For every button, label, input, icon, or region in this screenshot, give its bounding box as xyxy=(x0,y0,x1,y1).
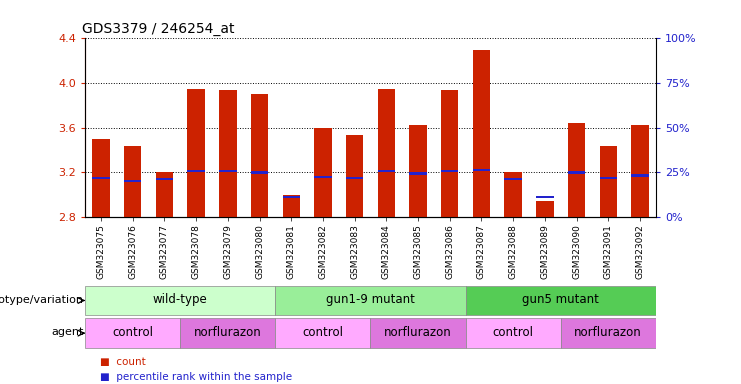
Text: control: control xyxy=(493,326,534,339)
Bar xyxy=(276,286,465,315)
Text: ■  count: ■ count xyxy=(100,356,146,367)
Bar xyxy=(370,318,465,348)
Text: norflurazon: norflurazon xyxy=(194,326,262,339)
Bar xyxy=(346,136,363,217)
Bar xyxy=(156,172,173,217)
Bar xyxy=(276,318,370,348)
Text: control: control xyxy=(113,326,153,339)
Bar xyxy=(441,90,459,217)
Text: agent: agent xyxy=(51,328,84,338)
Bar xyxy=(282,195,300,217)
Bar xyxy=(378,89,395,217)
Bar xyxy=(505,172,522,217)
Bar xyxy=(187,89,205,217)
Text: norflurazon: norflurazon xyxy=(384,326,452,339)
Bar xyxy=(536,201,554,217)
Bar xyxy=(465,318,561,348)
Bar xyxy=(465,286,656,315)
Bar xyxy=(124,146,142,217)
Text: ■  percentile rank within the sample: ■ percentile rank within the sample xyxy=(100,372,292,382)
Bar xyxy=(85,318,180,348)
Bar xyxy=(409,172,427,175)
Bar xyxy=(314,127,332,217)
Bar xyxy=(85,286,276,315)
Text: wild-type: wild-type xyxy=(153,293,207,306)
Bar xyxy=(599,177,617,179)
Text: genotype/variation: genotype/variation xyxy=(0,295,84,305)
Bar xyxy=(187,170,205,172)
Bar xyxy=(124,180,142,182)
Bar xyxy=(219,170,236,172)
Bar xyxy=(314,175,332,178)
Bar xyxy=(251,171,268,174)
Bar xyxy=(219,90,236,217)
Bar xyxy=(180,318,276,348)
Bar xyxy=(505,178,522,180)
Bar xyxy=(346,177,363,179)
Bar xyxy=(156,178,173,180)
Text: gun1-9 mutant: gun1-9 mutant xyxy=(326,293,415,306)
Bar xyxy=(631,126,648,217)
Text: control: control xyxy=(302,326,343,339)
Bar xyxy=(409,126,427,217)
Bar xyxy=(378,170,395,172)
Bar xyxy=(568,171,585,174)
Bar xyxy=(631,174,648,177)
Text: GDS3379 / 246254_at: GDS3379 / 246254_at xyxy=(82,22,235,36)
Bar xyxy=(473,50,490,217)
Bar xyxy=(536,195,554,198)
Bar xyxy=(251,94,268,217)
Bar xyxy=(93,177,110,179)
Bar xyxy=(473,169,490,171)
Bar xyxy=(568,123,585,217)
Bar xyxy=(561,318,656,348)
Bar xyxy=(441,170,459,172)
Bar xyxy=(282,195,300,198)
Text: norflurazon: norflurazon xyxy=(574,326,642,339)
Bar xyxy=(93,139,110,217)
Text: gun5 mutant: gun5 mutant xyxy=(522,293,599,306)
Bar xyxy=(599,146,617,217)
